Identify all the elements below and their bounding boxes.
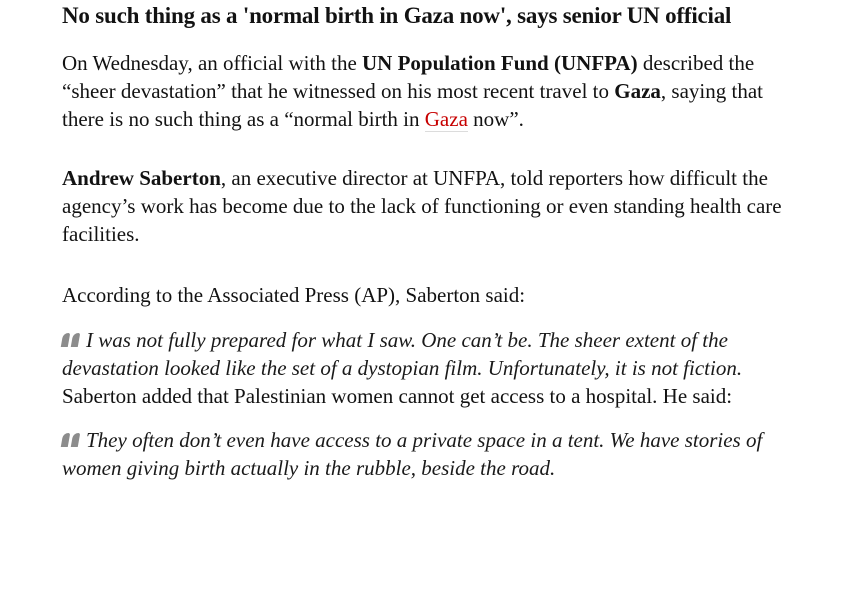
quote-icon <box>60 333 81 347</box>
quote-text: I was not fully prepared for what I saw.… <box>62 328 743 380</box>
bold-text-saberton: Andrew Saberton <box>62 166 221 190</box>
bold-text-unfpa: UN Population Fund (UNFPA) <box>362 51 638 75</box>
paragraph-4: Saberton added that Palestinian women ca… <box>62 384 733 408</box>
text-run: On Wednesday, an official with the <box>62 51 363 75</box>
article-body: No such thing as a 'normal birth in Gaza… <box>60 3 810 482</box>
text-run: , an executive director at UNFPA, told r… <box>62 166 782 246</box>
quote-text: They often don’t even have access to a p… <box>62 428 763 480</box>
paragraph-1: On Wednesday, an official with the UN Po… <box>62 49 810 133</box>
gaza-link[interactable]: Gaza <box>424 107 468 132</box>
blockquote-1: I was not fully prepared for what I saw.… <box>60 326 810 382</box>
text-run: , saying that there is no such thing as … <box>62 79 763 131</box>
paragraph-3: According to the Associated Press (AP), … <box>62 283 526 307</box>
blockquote-2: They often don’t even have access to a p… <box>60 426 810 482</box>
paragraph-2: Andrew Saberton, an executive director a… <box>62 164 810 248</box>
post-headline: No such thing as a 'normal birth in Gaza… <box>62 3 732 28</box>
quote-icon <box>60 433 81 447</box>
bold-text-gaza: Gaza <box>614 79 661 103</box>
text-run: described the “sheer devastation” that h… <box>62 51 755 103</box>
text-run: now”. <box>467 107 524 131</box>
